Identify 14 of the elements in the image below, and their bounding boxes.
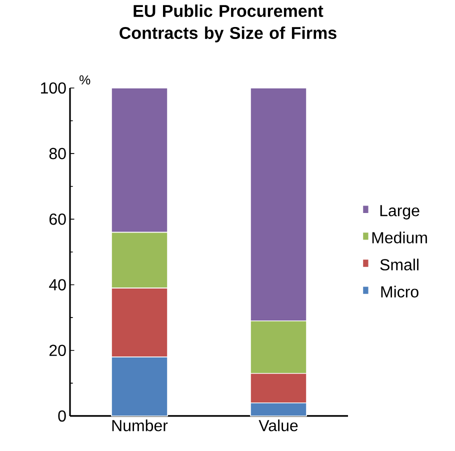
x-tick-label: Value (258, 420, 298, 432)
y-tick-label: 40 (49, 279, 66, 290)
legend-label: Micro (381, 286, 418, 298)
chart-title: EU Public Procurement Contracts by Size of Firms (120, 4, 336, 42)
y-tick-label: 0 (58, 410, 66, 422)
y-tick-label: 100 (41, 82, 66, 94)
y-tick-label: 80 (49, 148, 66, 160)
legend-label: Small (380, 258, 418, 270)
legend-label: Medium (372, 232, 427, 244)
y-tick-label: 20 (50, 344, 66, 356)
y-tick-label: 60 (50, 214, 66, 225)
y-axis-title: % (80, 75, 90, 84)
legend-label: Large (380, 205, 420, 220)
x-tick-label: Number (112, 420, 168, 432)
